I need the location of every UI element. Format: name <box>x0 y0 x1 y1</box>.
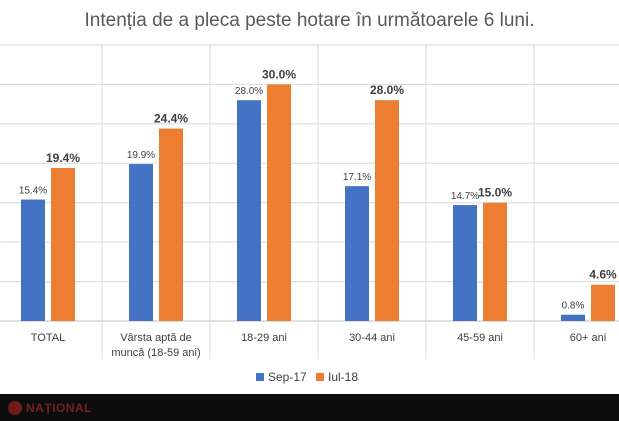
category-label: TOTAL <box>31 332 65 344</box>
bar-iul-18 <box>51 168 75 321</box>
data-label: 15.4% <box>19 186 47 197</box>
bar-sep-17 <box>453 205 477 321</box>
category-label: 30-44 ani <box>349 332 395 344</box>
watermark-text: NAȚIONAL <box>26 401 92 415</box>
legend-label: Iul-18 <box>328 370 358 384</box>
bars <box>21 84 615 321</box>
footer-bar <box>0 394 619 421</box>
bar-sep-17 <box>129 164 153 321</box>
category-label: 45-59 ani <box>457 332 503 344</box>
category-labels: TOTAL Vârsta aptă de muncă (18-59 ani) 18-2… <box>31 332 606 359</box>
legend-swatch <box>316 373 324 381</box>
legend-swatch <box>256 373 264 381</box>
bar-chart: 15.4% 19.4% 19.9% 24.4% 28.0% 30.0% 17.1% 28.0%… <box>0 44 619 384</box>
bar-sep-17 <box>21 199 45 321</box>
legend-label: Sep-17 <box>268 370 307 384</box>
bar-sep-17 <box>237 100 261 321</box>
bar-iul-18 <box>159 128 183 321</box>
data-label: 28.0% <box>370 83 404 97</box>
bar-iul-18 <box>267 84 291 321</box>
category-label: 60+ ani <box>570 332 606 344</box>
data-label: 30.0% <box>262 67 296 81</box>
bar-iul-18 <box>375 100 399 321</box>
data-labels: 15.4% 19.4% 19.9% 24.4% 28.0% 30.0% 17.1% 28.0%… <box>19 67 617 311</box>
data-label: 19.9% <box>127 150 155 161</box>
data-label: 14.7% <box>451 191 479 202</box>
chart-title: Intenția de a pleca peste hotare în urmă… <box>84 10 535 31</box>
data-label: 15.0% <box>478 186 512 200</box>
watermark-logo-icon <box>8 401 22 415</box>
watermark: NAȚIONAL <box>8 399 92 417</box>
data-label: 28.0% <box>235 86 263 97</box>
gridlines <box>0 44 619 359</box>
category-label: 18-29 ani <box>241 332 287 344</box>
category-label: muncă (18-59 ani) <box>111 347 200 359</box>
bar-sep-17 <box>561 314 585 321</box>
data-label: 4.6% <box>589 268 617 282</box>
legend: Sep-17 Iul-18 <box>256 370 358 384</box>
data-label: 17.1% <box>343 172 371 183</box>
bar-iul-18 <box>483 202 507 321</box>
bar-sep-17 <box>345 186 369 321</box>
bar-iul-18 <box>591 284 615 321</box>
category-label: Vârsta aptă de <box>120 332 192 344</box>
data-label: 24.4% <box>154 112 188 126</box>
data-label: 0.8% <box>562 301 585 312</box>
data-label: 19.4% <box>46 151 80 165</box>
